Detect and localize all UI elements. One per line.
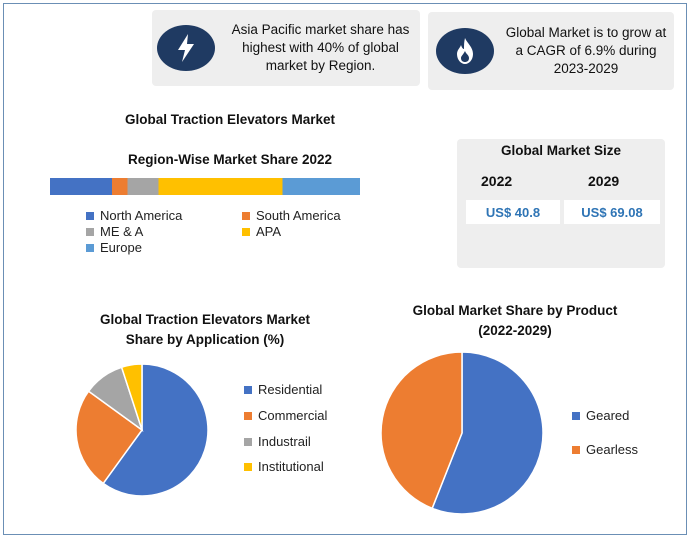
application-chart-title: Global Traction Elevators Market [99, 312, 311, 327]
legend-europe: Europe [86, 240, 142, 255]
info-line: market by Region. [265, 58, 376, 73]
legend-label: Residential [258, 382, 323, 397]
legend-swatch [242, 227, 250, 236]
bar-segment-europe [282, 178, 360, 195]
pie-slice-gearless [380, 351, 463, 510]
bar-segment-north-america [50, 178, 112, 195]
legend-swatch [244, 437, 252, 446]
year-label: 2022 [481, 173, 513, 189]
info-line: Global Market is to grow at [505, 25, 667, 40]
product-pie-chart [380, 351, 544, 515]
legend-me-a: ME & A [86, 224, 143, 239]
legend-swatch [244, 411, 252, 420]
legend-apa: APA [242, 224, 281, 239]
legend-institutional: Institutional [244, 459, 324, 474]
region-chart-title: Global Traction Elevators Market [124, 112, 336, 127]
legend-label: Gearless [586, 442, 639, 457]
product-chart-title: Global Market Share by Product [412, 303, 618, 318]
market-size-panel: Global Market Size 2022 2029 US$ 40.8 US… [457, 139, 665, 268]
application-pie-chart [75, 363, 209, 497]
infographic-frame [3, 3, 687, 535]
legend-label: APA [256, 224, 282, 239]
legend-label: Europe [100, 240, 142, 255]
legend-south-america: South America [242, 208, 341, 223]
legend-swatch [86, 227, 94, 236]
legend-swatch [572, 445, 580, 454]
info-card-region: Asia Pacific market share has highest wi… [152, 10, 420, 86]
lightning-bolt-icon [157, 25, 215, 71]
legend-swatch [244, 385, 252, 394]
legend-label: North America [100, 208, 183, 223]
info-text-region: Asia Pacific market share has highest wi… [215, 21, 420, 75]
legend-swatch [86, 243, 94, 252]
legend-swatch [242, 211, 250, 220]
bar-segment-apa [158, 178, 283, 195]
pie-slice-residential [102, 363, 209, 497]
info-line: 2023-2029 [553, 61, 619, 76]
info-card-cagr: Global Market is to grow at a CAGR of 6.… [428, 12, 674, 90]
flame-icon [436, 28, 494, 74]
legend-commercial: Commercial [244, 408, 327, 423]
pie-slice-geared [431, 351, 544, 515]
legend-north-america: North America [86, 208, 182, 223]
legend-label: ME & A [100, 224, 144, 239]
legend-residential: Residential [244, 382, 322, 397]
pie-slice-commercial [75, 390, 144, 485]
legend-label: Geared [586, 408, 630, 423]
info-text-cagr: Global Market is to grow at a CAGR of 6.… [494, 24, 674, 78]
legend-label: Commercial [258, 408, 328, 423]
legend-industrail: Industrail [244, 434, 311, 449]
legend-swatch [572, 411, 580, 420]
legend-geared: Geared [572, 408, 629, 423]
info-line: Asia Pacific market share has [231, 22, 410, 37]
legend-label: Industrail [258, 434, 311, 449]
market-size-title: Global Market Size [500, 143, 622, 158]
market-size-value: US$ 69.08 [564, 200, 660, 224]
market-size-value: US$ 40.8 [466, 200, 560, 224]
legend-swatch [244, 462, 252, 471]
info-line: highest with 40% of global [242, 40, 399, 55]
region-stacked-bar [50, 178, 360, 195]
product-chart-subtitle: (2022-2029) [478, 323, 552, 338]
region-chart-subtitle: Region-Wise Market Share 2022 [128, 152, 332, 167]
legend-gearless: Gearless [572, 442, 638, 457]
legend-label: Institutional [258, 459, 324, 474]
bar-segment-south-america [112, 178, 128, 195]
legend-label: South America [256, 208, 341, 223]
year-label: 2029 [588, 173, 620, 189]
pie-slice-institutional [120, 363, 143, 431]
info-line: a CAGR of 6.9% during [515, 43, 657, 58]
legend-swatch [86, 211, 94, 220]
bar-segment-me-a [127, 178, 159, 195]
application-chart-subtitle: Share by Application (%) [125, 332, 285, 347]
